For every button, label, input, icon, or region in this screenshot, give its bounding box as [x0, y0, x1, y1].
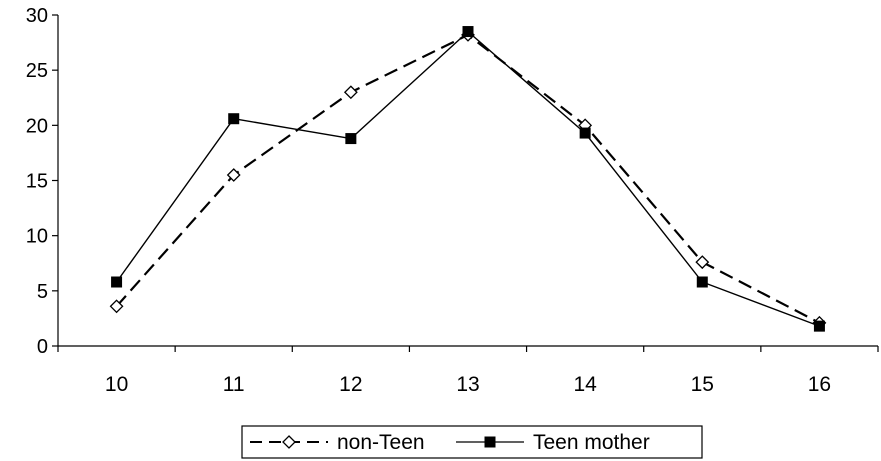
- data-point-square: [579, 127, 591, 139]
- legend-swatch-diamond-marker: [282, 435, 296, 449]
- x-tick-label: 11: [223, 373, 245, 396]
- series-layer: [109, 26, 827, 332]
- x-tick-label: 15: [691, 373, 714, 396]
- data-point-square: [462, 26, 474, 38]
- y-ticks: 0 5 10 15 20 25 30: [26, 5, 58, 358]
- x-tick-label: 16: [808, 373, 831, 396]
- legend-label: non-Teen: [337, 431, 425, 454]
- data-point-square: [111, 276, 123, 288]
- data-point-diamond: [226, 168, 241, 182]
- data-point-square: [696, 276, 708, 288]
- x-tick-label: 13: [456, 373, 479, 396]
- y-tick-label: 10: [26, 226, 48, 248]
- y-tick-label: 15: [26, 171, 48, 193]
- series-line-1: [116, 30, 820, 327]
- legend-swatch-square-marker: [484, 436, 496, 448]
- data-point-square: [228, 113, 240, 125]
- y-tick-label: 5: [37, 281, 48, 303]
- series-line-0: [115, 33, 820, 324]
- x-tick-label: 12: [339, 373, 362, 396]
- data-point-diamond: [695, 255, 710, 270]
- data-point-diamond: [109, 299, 124, 314]
- legend-label: Teen mother: [533, 431, 650, 454]
- legend-entry-teen-mother: Teen mother: [456, 431, 650, 454]
- legend-entry-non-teen: non-Teen: [250, 431, 425, 454]
- data-point-square: [345, 133, 357, 145]
- x-tick-label: 14: [573, 373, 597, 396]
- y-tick-label: 30: [26, 5, 48, 27]
- data-point-diamond: [343, 85, 358, 100]
- x-tick-label: 10: [105, 373, 128, 396]
- y-tick-label: 20: [26, 115, 48, 137]
- y-tick-label: 0: [37, 336, 48, 358]
- axes: [57, 15, 878, 347]
- y-tick-label: 25: [26, 60, 48, 82]
- data-point-square: [813, 320, 825, 332]
- x-ticks: 10 11 12 13 14 15 16: [57, 346, 879, 396]
- legend: non-Teen Teen mother: [241, 425, 703, 459]
